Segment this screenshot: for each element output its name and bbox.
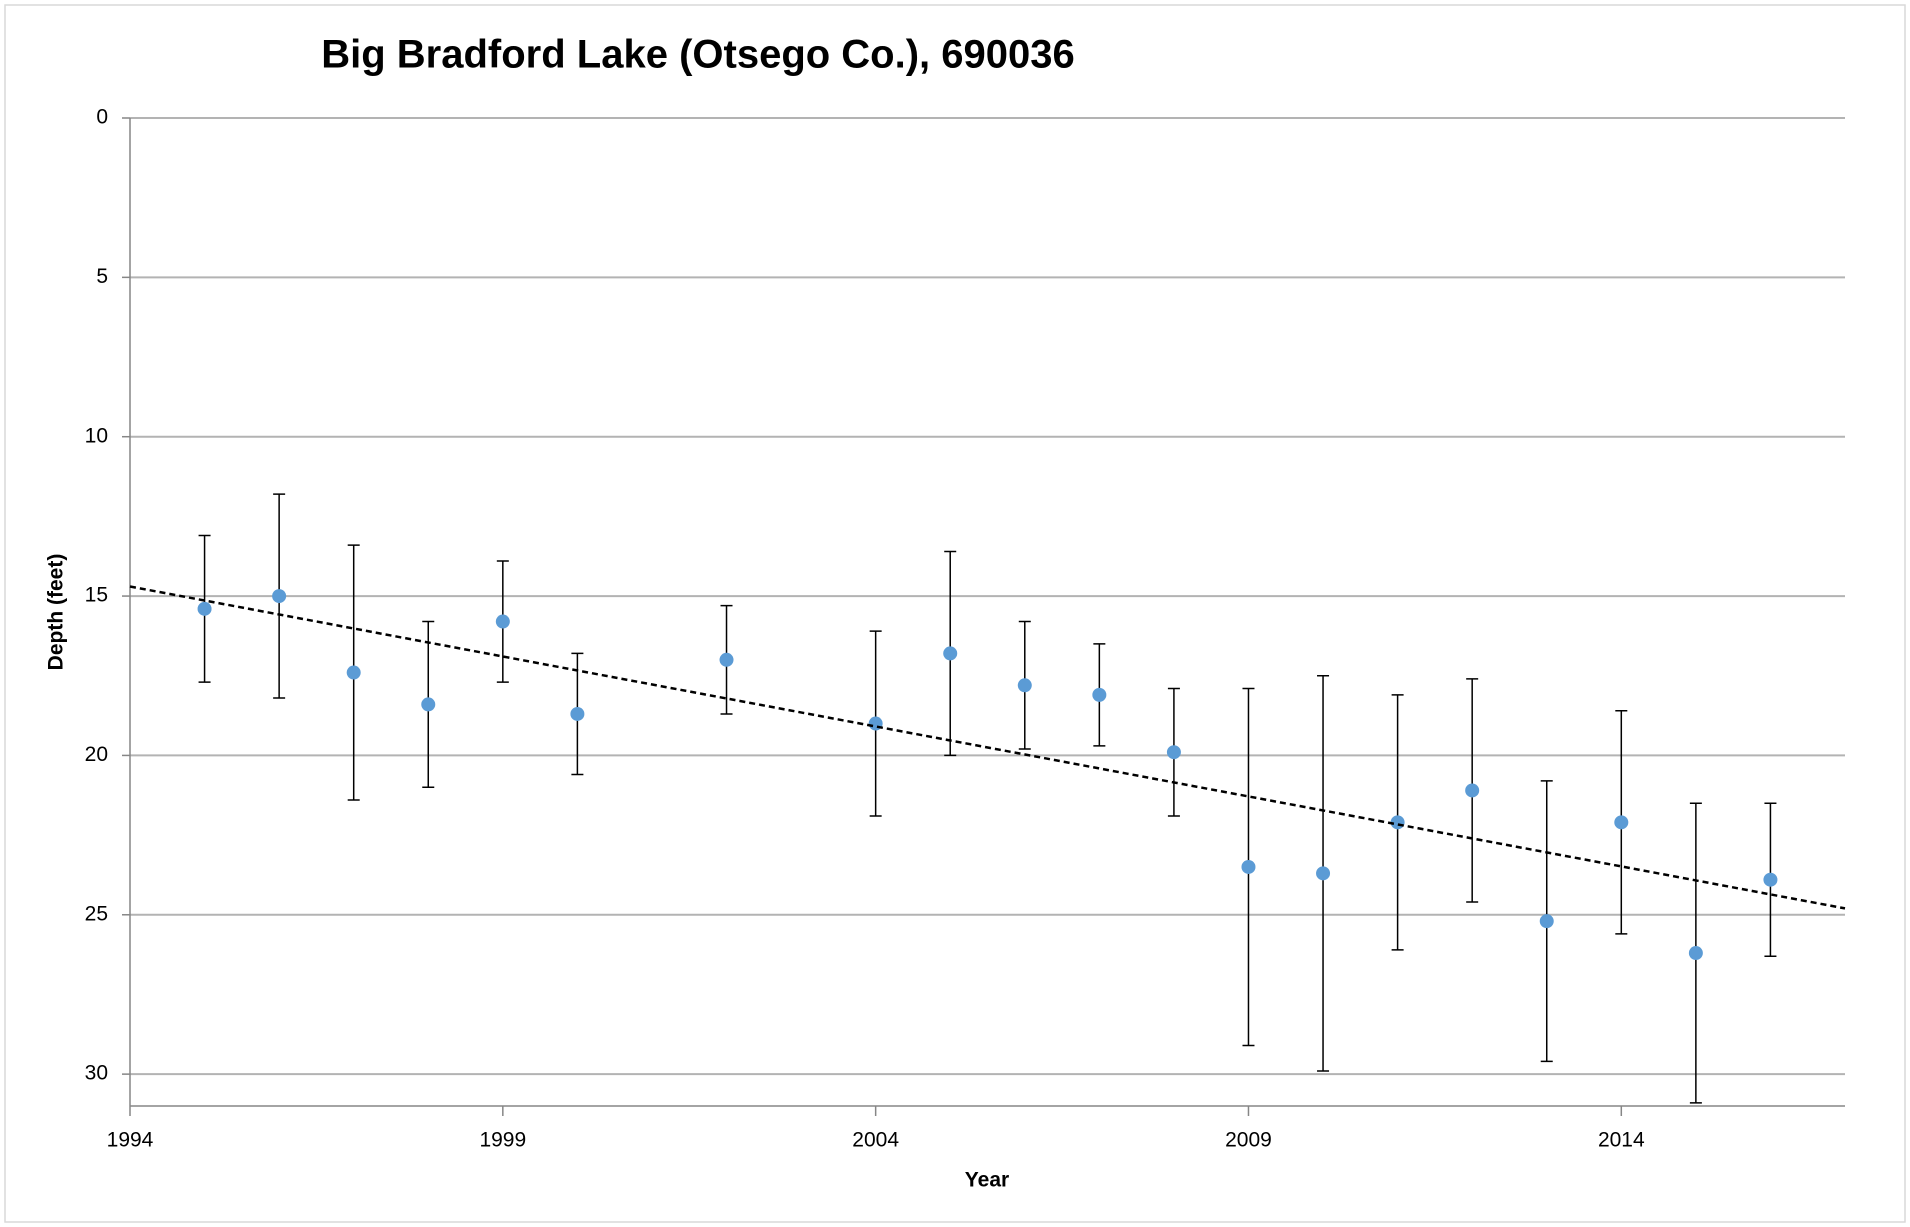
y-tick-label: 5 [96, 265, 108, 288]
data-point [495, 614, 510, 629]
data-point [1763, 872, 1778, 887]
data-point [1017, 678, 1032, 693]
chart-title: Big Bradford Lake (Otsego Co.), 690036 [321, 33, 1075, 77]
data-point [1688, 946, 1703, 961]
y-tick-label: 10 [85, 424, 108, 447]
data-point [1614, 815, 1629, 830]
y-tick-label: 30 [85, 1062, 108, 1085]
x-tick-label: 1999 [479, 1129, 526, 1152]
data-point [1092, 687, 1107, 702]
y-tick-label: 0 [96, 106, 108, 129]
data-point [421, 697, 436, 712]
data-point [1539, 914, 1554, 929]
data-point [943, 646, 958, 661]
x-tick-label: 2009 [1225, 1129, 1272, 1152]
x-tick-label: 2004 [852, 1129, 899, 1152]
y-tick-label: 15 [85, 584, 108, 607]
x-tick-label: 1994 [107, 1129, 154, 1152]
y-axis-title: Depth (feet) [45, 554, 68, 671]
data-point [346, 665, 361, 680]
trendline [129, 585, 1846, 910]
data-point [719, 652, 734, 667]
data-point [197, 601, 212, 616]
data-point [1241, 859, 1256, 874]
x-tick-label: 2014 [1598, 1129, 1645, 1152]
data-point [1166, 745, 1181, 760]
data-point [272, 589, 287, 604]
y-tick-label: 25 [85, 902, 108, 925]
data-point [570, 706, 585, 721]
chart-border [4, 4, 1906, 1223]
data-point [1316, 866, 1331, 881]
x-axis-title: Year [965, 1169, 1009, 1192]
y-tick-label: 20 [85, 743, 108, 766]
data-point [1465, 783, 1480, 798]
